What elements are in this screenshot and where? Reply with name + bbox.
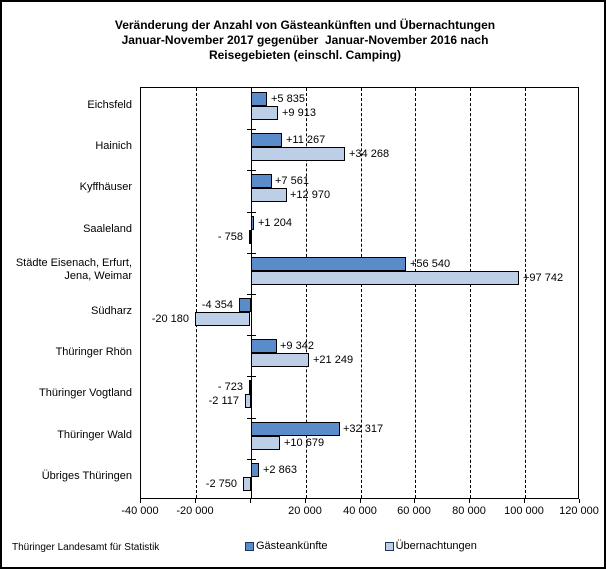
bar-gästeankünfte [251, 216, 254, 230]
value-label: -4 354 [201, 299, 233, 311]
x-axis-tick [305, 499, 306, 503]
value-label: +7 561 [275, 175, 309, 187]
value-label: +1 204 [258, 217, 292, 229]
zero-axis-line [251, 88, 252, 498]
source-label: Thüringer Landesamt für Statistik [12, 542, 160, 553]
bar-gästeankünfte [249, 380, 251, 394]
value-label: +2 863 [263, 464, 297, 476]
category-label: Südharz [91, 304, 132, 317]
bar-übernachtungen [251, 106, 278, 120]
gridline [525, 88, 526, 498]
x-axis-tick [140, 499, 141, 503]
bar-gästeankünfte [251, 92, 267, 106]
category-label: Kyffhäuser [79, 180, 132, 193]
x-axis-label: -40 000 [121, 505, 159, 517]
x-axis-label: 120 000 [559, 505, 599, 517]
legend-swatch-icon [384, 541, 394, 551]
legend-item: Gästeankünfte [245, 540, 328, 552]
legend-label: Gästeankünfte [256, 540, 328, 552]
bar-übernachtungen [251, 147, 345, 161]
bar-übernachtungen [251, 353, 309, 367]
bar-übernachtungen [251, 436, 280, 450]
category-label: Eichsfeld [87, 98, 132, 111]
gridline [306, 88, 307, 498]
x-axis-label: 20 000 [288, 505, 322, 517]
bar-gästeankünfte [251, 257, 406, 271]
x-axis-label: 80 000 [452, 505, 486, 517]
category-tick [247, 212, 256, 213]
value-label: -2 117 [208, 395, 239, 407]
gridline [415, 88, 416, 498]
bar-übernachtungen [195, 312, 250, 326]
bar-gästeankünfte [239, 298, 251, 312]
x-axis-label: 60 000 [397, 505, 431, 517]
bar-übernachtungen [251, 271, 519, 285]
legend: Gästeankünfte Übernachtungen [245, 540, 477, 552]
value-label: +12 970 [290, 189, 331, 201]
value-label: +21 249 [313, 354, 354, 366]
bar-gästeankünfte [251, 422, 340, 436]
bar-gästeankünfte [251, 133, 282, 147]
category-tick [247, 335, 256, 336]
category-label: Thüringer Vogtland [39, 386, 132, 399]
category-label: Thüringer Rhön [55, 345, 132, 358]
category-tick [247, 170, 256, 171]
legend-item: Übernachtungen [384, 540, 477, 552]
x-axis-tick [579, 499, 580, 503]
value-label: +11 267 [286, 134, 326, 146]
value-label: - 758 [217, 231, 243, 243]
x-axis-label: 100 000 [504, 505, 544, 517]
value-label: +9 342 [280, 340, 314, 352]
bar-gästeankünfte [251, 174, 272, 188]
bar-übernachtungen [245, 394, 251, 408]
category-tick [247, 253, 256, 254]
category-tick [247, 129, 256, 130]
x-axis-tick [250, 499, 251, 503]
plot-area: +5 835 +11 267 +7 561 +1 204 +56 540 -4 354 +9… [140, 87, 579, 499]
value-label: +97 742 [523, 272, 564, 284]
value-label: +5 835 [271, 93, 305, 105]
value-label: -2 750 [205, 478, 237, 490]
x-axis-tick [195, 499, 196, 503]
category-tick [247, 376, 256, 377]
gridline [361, 88, 362, 498]
category-label: Übriges Thüringen [41, 469, 132, 482]
category-tick [247, 418, 256, 419]
value-label: +56 540 [410, 258, 451, 270]
chart-title: Veränderung der Anzahl von Gästeankünfte… [114, 18, 496, 62]
value-label: +32 317 [343, 423, 384, 435]
gridline [470, 88, 471, 498]
gridline [196, 88, 197, 498]
legend-swatch-icon [245, 541, 254, 551]
value-label: +34 268 [349, 148, 390, 160]
category-tick [247, 459, 256, 460]
x-axis-tick [360, 499, 361, 503]
value-label: +9 913 [282, 107, 316, 119]
x-axis-tick [524, 499, 525, 503]
category-label: Saaleland [83, 222, 132, 235]
bar-übernachtungen [251, 188, 287, 202]
bar-übernachtungen [243, 477, 251, 491]
category-label: Hainich [95, 139, 132, 152]
bar-gästeankünfte [251, 463, 259, 477]
legend-label: Übernachtungen [395, 540, 477, 552]
bar-übernachtungen [249, 230, 251, 244]
x-axis-label: 40 000 [343, 505, 377, 517]
value-label: - 723 [217, 381, 243, 393]
category-label: Thüringer Wald [57, 428, 132, 441]
x-axis-tick [469, 499, 470, 503]
bar-gästeankünfte [251, 339, 277, 353]
x-axis-label: -20 000 [176, 505, 214, 517]
x-axis-tick [414, 499, 415, 503]
category-tick [247, 294, 256, 295]
value-label: +10 679 [284, 437, 325, 449]
value-label: -20 180 [151, 313, 189, 325]
category-label: Städte Eisenach, Erfurt, Jena, Weimar [15, 257, 132, 282]
